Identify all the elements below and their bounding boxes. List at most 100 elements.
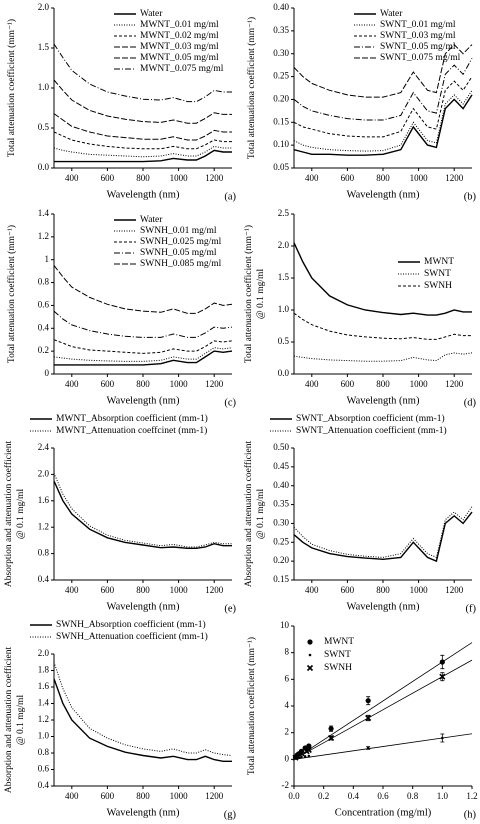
y-tick-label: 0.2 [38, 345, 49, 355]
x-tick-label: 1000 [410, 585, 429, 595]
y-axis-label: Total attenuationa coefficient (mm⁻¹) [246, 17, 257, 159]
x-tick-label: 1000 [170, 379, 189, 389]
data-line [293, 242, 472, 316]
point [305, 746, 312, 754]
y-axis-label: Absorption and attenuation coefficient [243, 441, 254, 588]
x-tick-label: 400 [305, 379, 319, 389]
y-tick-label: 0.30 [273, 517, 289, 527]
y-tick-label: 1.6 [38, 681, 50, 691]
error-bar [366, 746, 371, 750]
x-tick-label: 1.0 [437, 791, 449, 801]
y-tick-label: 6 [285, 673, 290, 683]
y-tick-label: 0.8 [38, 277, 50, 287]
data-line [293, 511, 473, 563]
data-line [293, 312, 472, 340]
y-tick-label: 0.15 [273, 574, 289, 584]
x-tick-label: 400 [305, 173, 319, 183]
y-tick-label: 0.05 [273, 162, 289, 172]
point [300, 755, 303, 759]
y-axis-label: @ 0.1 mg/ml [256, 489, 266, 540]
x-tick-label: 0.4 [348, 791, 360, 801]
y-tick-label: 1.4 [38, 208, 50, 218]
x-tick-label: 800 [376, 585, 390, 595]
y-tick-label: 1.0 [38, 82, 50, 92]
legend-label: Water [140, 9, 163, 19]
legend-label: MWNT_0.075 mg/ml [140, 64, 224, 74]
trendline [293, 733, 473, 760]
y-axis-label: Total attenuation coefficient (mm⁻¹) [246, 637, 257, 775]
x-tick-label: 800 [136, 173, 150, 183]
legend-marker [308, 653, 312, 657]
x-tick-label: 1200 [205, 791, 224, 801]
x-axis-label: Wavelength (nm) [107, 395, 180, 406]
y-tick-label: 1.2 [38, 231, 49, 241]
panel-label: (h) [464, 809, 477, 820]
legend-label: MWNT [424, 257, 454, 267]
y-tick-label: 8 [285, 647, 290, 657]
y-tick-label: 2.0 [38, 2, 50, 12]
y-tick-label: 2.4 [38, 442, 50, 452]
error-bar [440, 654, 445, 670]
legend-label: SWNH_0.085 mg/ml [140, 259, 222, 269]
y-tick-label: 4 [285, 700, 290, 710]
y-tick-label: 0.5 [38, 122, 50, 132]
x-axis-label: Wavelength (nm) [107, 807, 180, 818]
y-tick-label: 1.5 [38, 42, 50, 52]
y-tick-label: 2.0 [38, 648, 50, 658]
x-tick-label: 400 [65, 379, 79, 389]
x-tick-label: 600 [341, 585, 355, 595]
y-tick-label: 0.40 [273, 2, 289, 12]
y-tick-label: 0.45 [273, 461, 289, 471]
legend-label: MWNT_0.05 mg/ml [140, 53, 219, 63]
y-tick-label: 0.25 [273, 536, 289, 546]
y-tick-label: 1.5 [278, 272, 290, 282]
x-tick-label: 600 [101, 585, 115, 595]
y-tick-label: 2.5 [278, 208, 290, 218]
x-tick-label: 0.2 [318, 791, 329, 801]
x-tick-label: 1200 [445, 585, 464, 595]
y-axis-label: @ 0.1 mg/ml [256, 269, 266, 320]
data-line [293, 94, 473, 156]
x-tick-label: 0.0 [288, 791, 300, 801]
legend-label: MWNT_0.02 mg/ml [140, 31, 219, 41]
legend-label: SWNH_Attenuation coefficient (mm-1) [56, 631, 208, 642]
x-tick-label: 1200 [445, 173, 464, 183]
legend-label: SWNH_0.01 mg/ml [140, 226, 217, 236]
x-tick-label: 600 [101, 173, 115, 183]
data-line [293, 352, 473, 362]
trendline [293, 659, 473, 760]
y-axis-label: @ 0.1 mg/ml [16, 695, 26, 746]
x-axis-label: Wavelength (nm) [347, 601, 420, 612]
y-tick-label: 0.20 [273, 555, 289, 565]
x-tick-label: 1.2 [466, 791, 477, 801]
y-tick-label: 0.50 [273, 442, 289, 452]
x-tick-label: 800 [376, 379, 390, 389]
data-line [293, 76, 473, 138]
x-tick-label: 800 [136, 585, 150, 595]
x-tick-label: 600 [341, 173, 355, 183]
x-tick-label: 1000 [170, 791, 189, 801]
legend-marker [307, 639, 313, 645]
data-line [53, 662, 233, 756]
legend-marker [306, 664, 314, 672]
x-tick-label: 1200 [205, 173, 224, 183]
legend-label: SWNT_0.01 mg/ml [380, 20, 456, 30]
y-axis-label: Absorption and attenuation coefficient [3, 647, 14, 794]
legend-label: SWNH_0.05 mg/ml [140, 248, 217, 258]
y-tick-label: 2.0 [38, 468, 50, 478]
x-tick-label: 600 [341, 379, 355, 389]
y-tick-label: 0 [285, 753, 290, 763]
legend-label: MWNT_Attenuation coeffcinet (mm-1) [56, 425, 207, 436]
y-tick-label: 2.0 [278, 240, 290, 250]
data-line [53, 79, 232, 124]
x-tick-label: 1200 [205, 585, 224, 595]
legend-label: SWNT_0.05 mg/ml [380, 42, 456, 52]
x-tick-label: 400 [305, 585, 319, 595]
legend-label: MWNT [324, 637, 354, 647]
legend-label: SWNT [324, 650, 351, 660]
x-tick-label: 0.8 [407, 791, 419, 801]
error-bar [329, 725, 334, 732]
point [303, 755, 307, 758]
data-line [293, 58, 473, 121]
legend-label: SWNT [424, 269, 451, 279]
